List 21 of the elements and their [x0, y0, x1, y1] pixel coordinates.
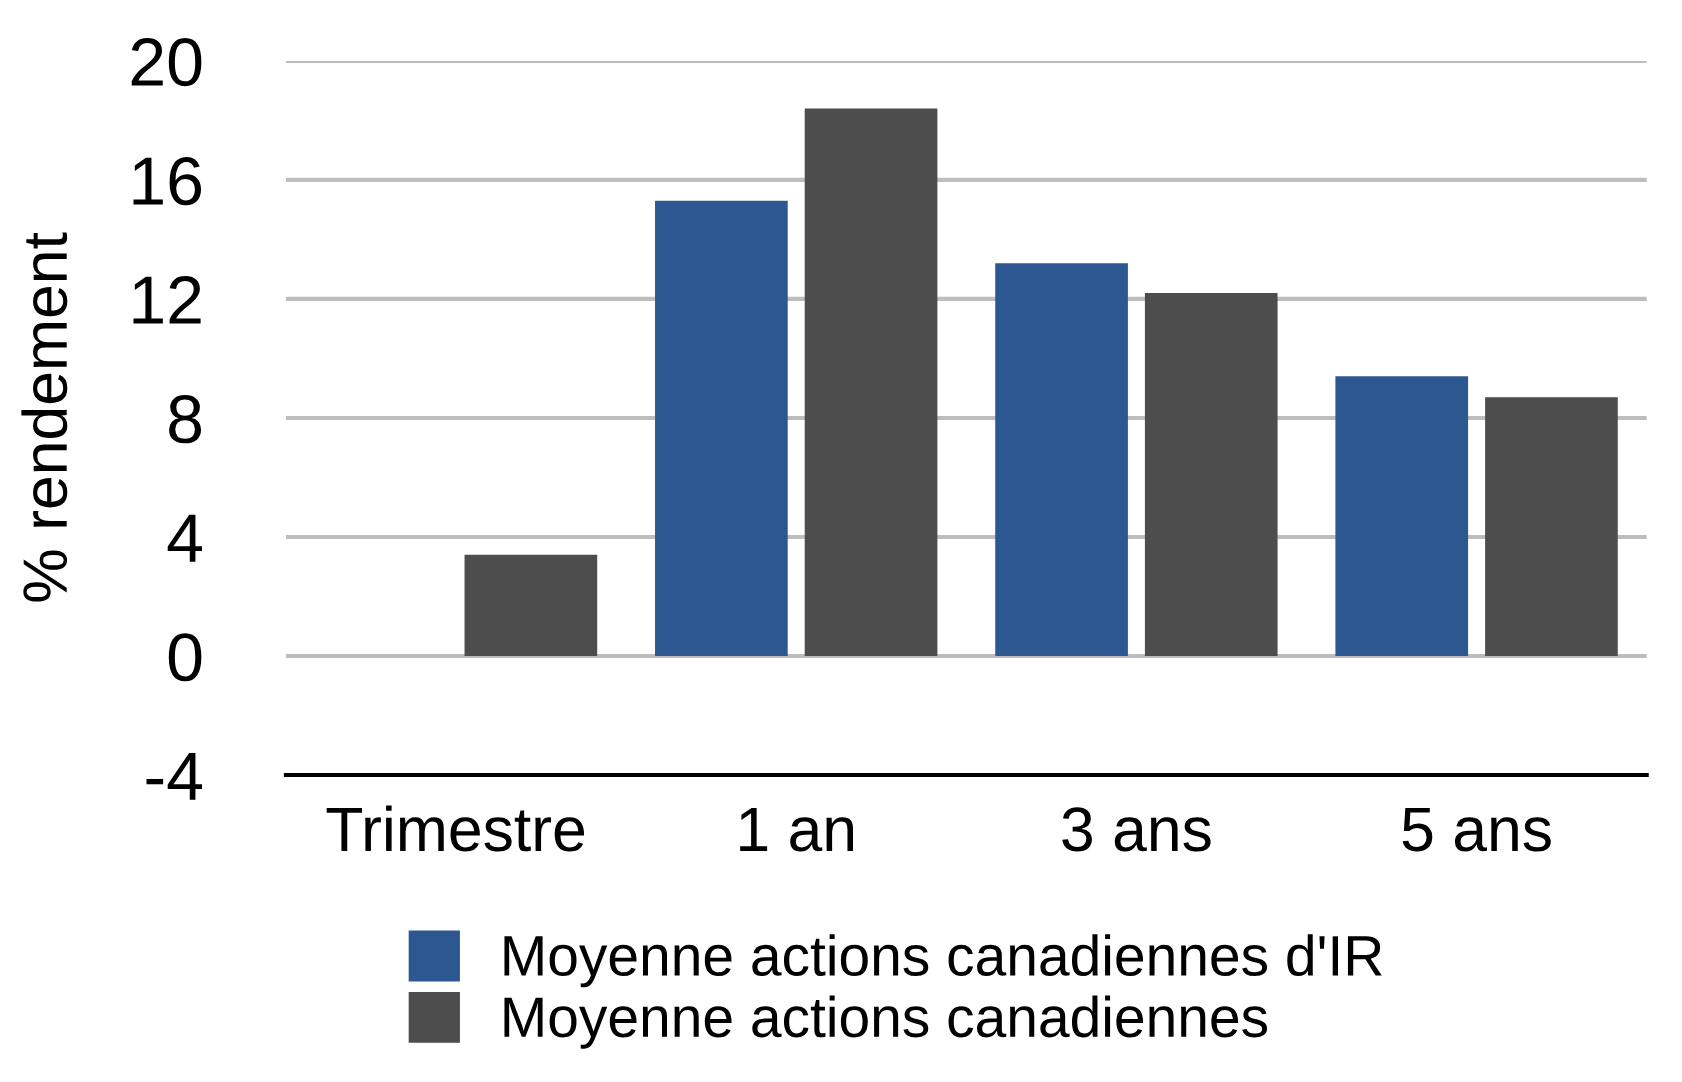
- y-axis-title: % rendement: [21, 232, 68, 602]
- bar: [1335, 376, 1469, 657]
- y-tick-label: -4: [146, 752, 203, 800]
- y-tick-label: 4: [167, 514, 203, 562]
- x-tick-label: 1 an: [740, 807, 853, 852]
- y-tick-label: 16: [133, 157, 202, 206]
- y-tick-label: 0: [168, 633, 202, 682]
- bar: [804, 108, 938, 657]
- bar: [995, 263, 1128, 657]
- y-tick-label: 20: [131, 38, 202, 87]
- legend-label: Moyenne actions canadiennes: [504, 995, 1268, 1049]
- x-tick-label: 5 ans: [1402, 807, 1551, 852]
- x-tick-label: 3 ans: [1062, 807, 1211, 852]
- bar: [655, 200, 788, 657]
- bar: [464, 554, 598, 657]
- bar: [1144, 293, 1278, 657]
- y-tick-label: 12: [133, 276, 201, 324]
- legend-label: Moyenne actions canadiennes d'IR: [504, 934, 1382, 988]
- bar: [1485, 397, 1618, 657]
- x-tick-label: Trimestre: [326, 805, 585, 852]
- y-tick-label: 8: [169, 395, 202, 444]
